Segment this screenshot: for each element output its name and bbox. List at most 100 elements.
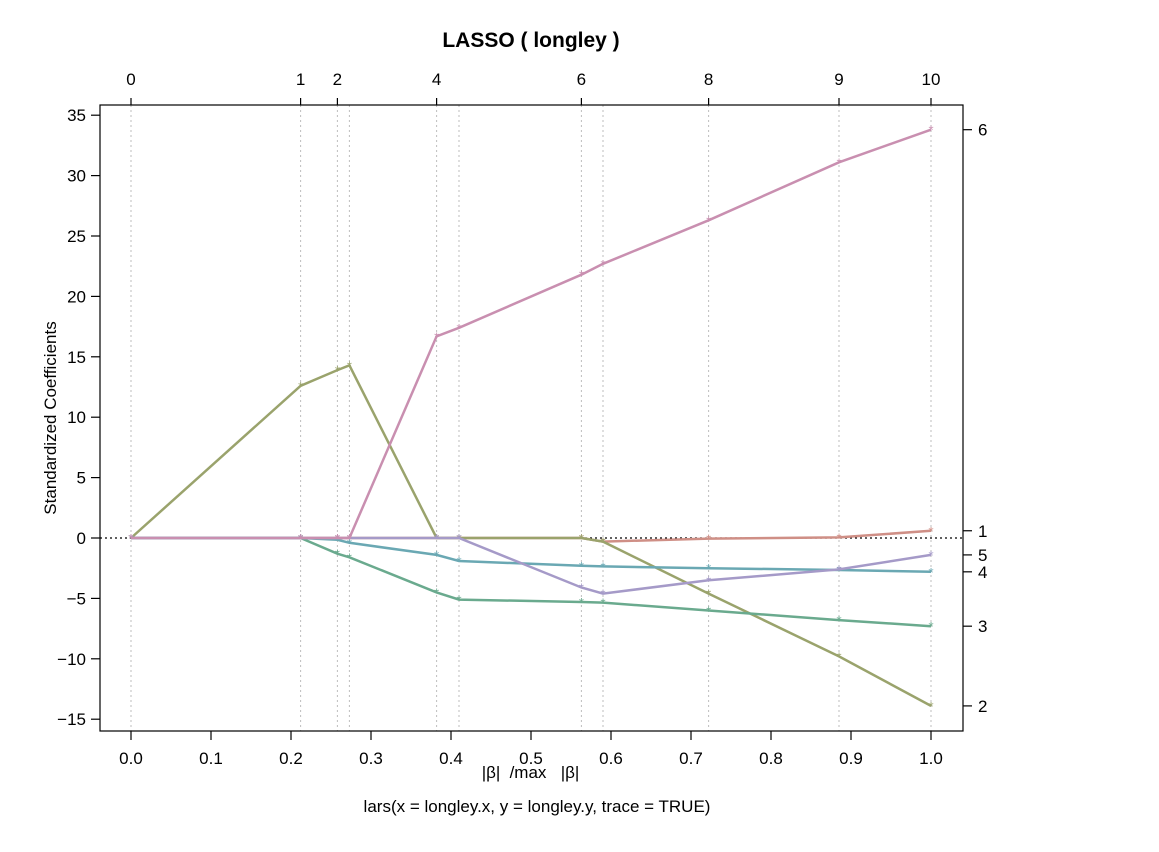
x-tick-label: 0.6 xyxy=(599,749,623,768)
x-tick-label: 0.0 xyxy=(119,749,143,768)
y-tick-label: 15 xyxy=(67,348,86,367)
x-tick-label: 0.9 xyxy=(839,749,863,768)
series-2-point: * xyxy=(298,379,303,394)
series-5-point: * xyxy=(456,531,461,546)
y-tick-label: 5 xyxy=(77,469,86,488)
series-1-point: * xyxy=(836,530,841,545)
top-tick-label: 1 xyxy=(296,70,305,89)
y-tick-label: 35 xyxy=(67,106,86,125)
series-5-point: * xyxy=(836,562,841,577)
plot-frame xyxy=(99,104,964,732)
y-tick-label: 0 xyxy=(77,529,86,548)
y-tick-label: −10 xyxy=(57,650,86,669)
series-3-point: * xyxy=(347,550,352,565)
series-4-point: * xyxy=(456,554,461,569)
x-axis-label: |β| /max |β| xyxy=(482,763,580,782)
series-3-point: * xyxy=(335,547,340,562)
step-gridlines xyxy=(130,105,932,731)
series-4-point: * xyxy=(928,565,933,580)
series-3-point: * xyxy=(706,603,711,618)
y-tick-label: 10 xyxy=(67,408,86,427)
y-tick-label: −5 xyxy=(67,589,86,608)
series-line-6 xyxy=(131,128,932,540)
right-variable-label-3: 3 xyxy=(978,617,987,636)
series-4-point: * xyxy=(335,533,340,548)
series-6-point: * xyxy=(928,123,933,138)
x-tick-label: 0.1 xyxy=(199,749,223,768)
x-tick-label: 0.8 xyxy=(759,749,783,768)
top-tick-label: 8 xyxy=(704,70,713,89)
series-6-point: * xyxy=(347,531,352,546)
series-3-point: * xyxy=(434,585,439,600)
series-6-point: * xyxy=(298,531,303,546)
y-tick-label: 20 xyxy=(67,287,86,306)
series-5-point: * xyxy=(706,573,711,588)
right-variable-label-5: 5 xyxy=(978,546,987,565)
series-2-point: * xyxy=(928,699,933,714)
x-tick-label: 0.3 xyxy=(359,749,383,768)
series-5-point: * xyxy=(434,531,439,546)
xlabel-max: /max xyxy=(510,763,547,782)
x-tick-label: 0.5 xyxy=(519,749,543,768)
series-6-point: * xyxy=(434,329,439,344)
y-tick-label: 30 xyxy=(67,167,86,186)
series-2-point: * xyxy=(347,358,352,373)
series-line-5 xyxy=(131,536,932,595)
series-1-point: * xyxy=(706,532,711,547)
right-variable-label-6: 6 xyxy=(978,121,987,140)
series-line-3 xyxy=(131,536,932,628)
top-axis-steps: 0 1 2 4 6 8 9 10 xyxy=(126,70,940,105)
series-6-point: * xyxy=(456,321,461,336)
series-line-1 xyxy=(131,529,932,543)
series-2-point: * xyxy=(335,363,340,378)
chart-subtitle: lars(x = longley.x, y = longley.y, trace… xyxy=(364,797,711,816)
right-axis-variable-labels: 1 2 3 45 6 xyxy=(963,121,987,716)
series-5-point: * xyxy=(600,587,605,602)
y-tick-label: 25 xyxy=(67,227,86,246)
series-6-point: * xyxy=(600,257,605,272)
right-variable-label-1: 1 xyxy=(978,522,987,541)
series-2-point: * xyxy=(579,531,584,546)
y-tick-label: −15 xyxy=(57,710,86,729)
series-6-point: * xyxy=(706,213,711,228)
series-3-point: * xyxy=(456,593,461,608)
top-tick-label: 0 xyxy=(126,70,135,89)
series-2-point: * xyxy=(600,535,605,550)
series-2-point: * xyxy=(836,649,841,664)
x-tick-label: 0.7 xyxy=(679,749,703,768)
top-tick-label: 4 xyxy=(432,70,441,89)
series-5-point: * xyxy=(579,581,584,596)
x-axis: 0.0 0.1 0.2 0.3 0.4 0.5 0.6 0.7 0.8 0.9 1.0 xyxy=(119,731,943,768)
x-tick-label: 0.4 xyxy=(439,749,463,768)
right-variable-label-4: 4 xyxy=(978,563,987,582)
series-3-point: * xyxy=(836,613,841,628)
top-tick-label: 10 xyxy=(922,70,941,89)
chart-title: LASSO ( longley ) xyxy=(442,29,619,52)
x-tick-label: 1.0 xyxy=(919,749,943,768)
top-tick-label: 6 xyxy=(577,70,586,89)
xlabel-beta-numerator: |β| xyxy=(482,763,501,782)
xlabel-beta-denominator: |β| xyxy=(561,763,580,782)
series-3-point: * xyxy=(579,595,584,610)
top-tick-label: 2 xyxy=(333,70,342,89)
top-tick-label: 9 xyxy=(834,70,843,89)
x-tick-label: 0.2 xyxy=(279,749,303,768)
coefficient-paths: * * * * * * * * * * **** ** * * ***** ** ** * * *** ** * * ** * *… xyxy=(128,123,933,714)
series-5-point: * xyxy=(928,548,933,563)
series-6-point: * xyxy=(335,531,340,546)
series-6-point: * xyxy=(128,531,133,546)
right-variable-label-2: 2 xyxy=(978,697,987,716)
series-3-point: * xyxy=(600,596,605,611)
y-axis: −15 −10 −5 0 5 10 15 20 25 30 35 xyxy=(57,106,100,729)
series-4-point: * xyxy=(434,548,439,563)
series-1-point: * xyxy=(928,524,933,539)
series-2-point: * xyxy=(706,587,711,602)
series-line-2 xyxy=(130,363,932,708)
series-3-point: * xyxy=(928,619,933,634)
y-axis-label: Standardized Coefficients xyxy=(41,321,60,514)
series-4-point: * xyxy=(706,561,711,576)
series-6-point: * xyxy=(579,268,584,283)
series-4-point: * xyxy=(347,536,352,551)
series-6-point: * xyxy=(836,155,841,170)
